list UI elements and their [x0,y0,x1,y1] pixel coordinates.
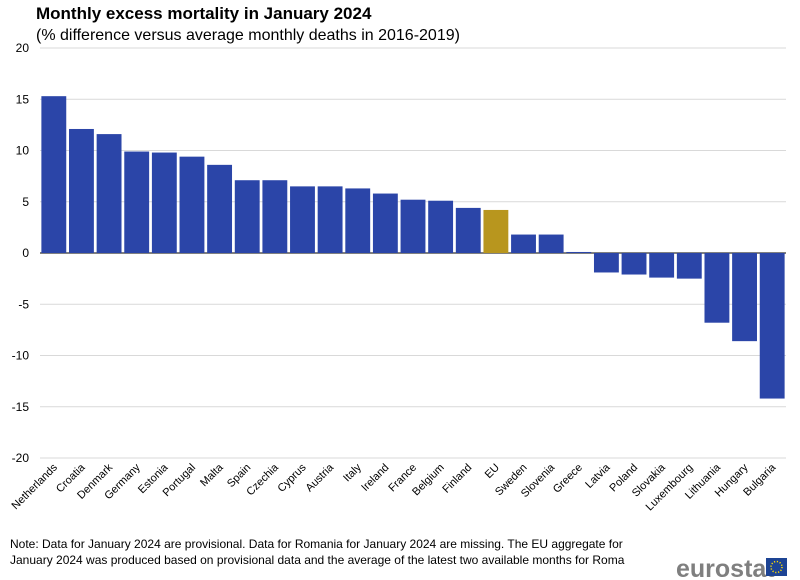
eu-flag-stars [770,560,783,574]
x-tick-label: Austria [304,461,337,494]
bar [759,253,785,399]
bar [151,152,177,253]
x-tick-label: Ireland [359,462,391,494]
note: Note: Data for January 2024 are provisio… [10,536,670,568]
bar [593,253,619,273]
y-tick-label: -20 [12,451,30,465]
bar [290,186,315,253]
y-tick-label: 10 [16,144,30,158]
bar [124,151,150,253]
x-tick-label: Greece [551,462,585,496]
note-line: January 2024 was produced based on provi… [10,553,625,567]
bar [207,164,233,253]
chart-subtitle: (% difference versus average monthly dea… [36,27,460,44]
x-tick-label: Malta [198,461,226,489]
bar [511,234,536,253]
bar [345,188,371,253]
bar [732,253,757,342]
bar [179,156,205,253]
bar [649,253,675,278]
eu-flag [766,558,787,576]
y-tick-label: 0 [22,246,29,260]
bar [621,253,647,275]
y-tick-label: -15 [12,400,30,414]
bar [676,253,702,279]
x-tick-label: Italy [341,461,364,484]
bar [234,180,260,253]
bar [69,128,94,253]
x-tick-label: Czechia [244,461,281,498]
bar [428,200,454,253]
x-tick-label: Cyprus [275,461,308,494]
bar [566,251,592,253]
y-tick-label: 20 [16,41,30,55]
y-tick-label: -5 [18,297,29,311]
y-tick-label: 15 [16,92,30,106]
y-tick-label: 5 [22,195,29,209]
chart-title: Monthly excess mortality in January 2024 [36,4,372,23]
logo-text: eurostat [676,555,775,580]
note-line: Note: Data for January 2024 are provisio… [10,537,623,551]
bar [455,207,481,253]
bar [262,180,288,253]
bar [372,193,398,253]
x-tick-label: Finland [440,462,474,496]
bar [483,209,509,253]
bar [400,199,426,253]
bar [317,186,343,253]
x-tick-label: EU [483,462,502,481]
bar [96,134,122,253]
bar [538,234,564,253]
y-tick-label: -10 [12,349,30,363]
bar [41,96,67,253]
bar [704,253,730,323]
